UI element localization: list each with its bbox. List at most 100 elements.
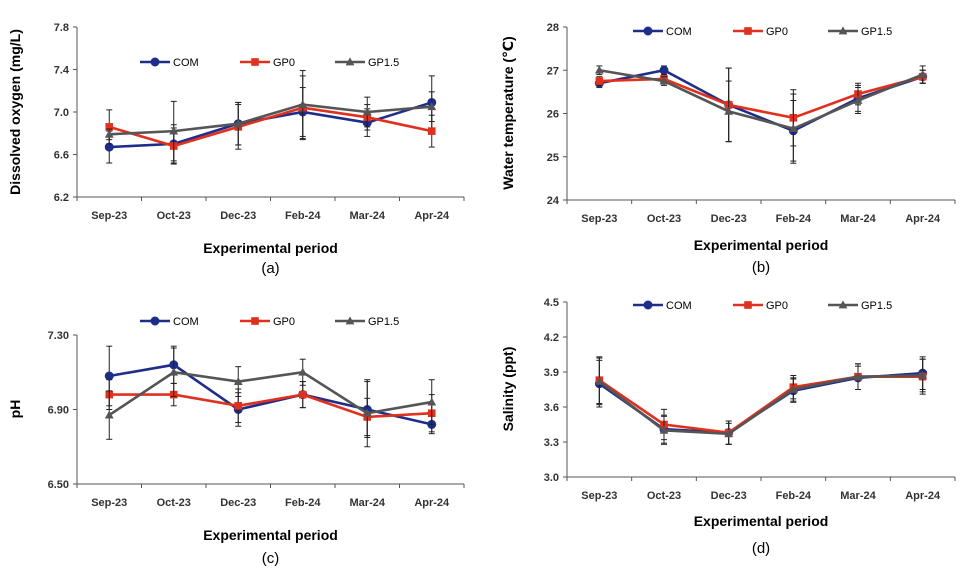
y-axis-label: Dissolved oxygen (mg/L) <box>7 29 23 195</box>
y-tick-label: 26 <box>547 109 559 121</box>
series-com <box>104 345 437 438</box>
legend-marker <box>150 316 160 326</box>
data-point <box>104 371 114 381</box>
legend-label: COM <box>173 316 199 328</box>
x-tick-label: Oct-23 <box>157 210 191 222</box>
data-point <box>362 408 372 417</box>
legend-marker <box>251 317 259 325</box>
legend-label: COM <box>666 300 692 312</box>
legend-marker <box>643 26 653 36</box>
y-tick-label: 25 <box>547 152 559 164</box>
x-tick-label: Apr-24 <box>905 490 941 502</box>
legend-label: GP0 <box>766 26 788 38</box>
data-point <box>104 129 114 138</box>
y-tick-label: 28 <box>547 22 559 34</box>
legend-label: GP1.5 <box>368 57 399 69</box>
legend-label: GP1.5 <box>368 316 399 328</box>
series-line <box>598 374 923 436</box>
series-com <box>594 356 928 445</box>
data-point <box>105 123 114 131</box>
series-gp15 <box>594 65 928 164</box>
series-line <box>109 393 432 419</box>
x-axis-label: Experimental period <box>694 237 829 253</box>
data-point <box>104 410 114 419</box>
y-tick-label: 4.2 <box>544 332 559 344</box>
y-tick-label: 6.6 <box>54 150 69 162</box>
series-gp0 <box>105 379 436 437</box>
data-point <box>594 376 604 385</box>
series-line <box>598 375 923 435</box>
series-gp15 <box>104 347 437 448</box>
x-axis-label: Experimental period <box>203 240 338 256</box>
panel-caption: (c) <box>262 550 280 567</box>
legend-marker <box>345 316 355 325</box>
x-axis-label: Experimental period <box>694 513 829 529</box>
series-line <box>599 68 924 133</box>
data-point <box>427 127 436 135</box>
legend-label: GP0 <box>273 316 295 328</box>
x-tick-label: Sep-23 <box>581 490 617 502</box>
data-point <box>362 107 372 116</box>
y-tick-label: 24 <box>547 195 560 207</box>
data-point <box>594 65 604 74</box>
legend: COM GP0 GP1.5 <box>140 57 399 69</box>
x-tick-label: Feb-24 <box>285 497 321 509</box>
y-tick-label: 27 <box>547 65 559 77</box>
legend-marker <box>643 300 653 310</box>
legend-marker <box>345 57 355 66</box>
series-line <box>599 75 924 120</box>
x-tick-label: Dec-23 <box>711 490 747 502</box>
x-tick-label: Oct-23 <box>157 497 191 509</box>
chart-panel: 3.0 3.3 3.6 3.9 4.2 4.5 Sep-23 Oct-23 Dec-23 Feb-… <box>500 297 956 557</box>
data-point <box>233 376 243 385</box>
panel-caption: (b) <box>752 259 770 276</box>
y-tick-label: 3.0 <box>544 472 559 484</box>
data-point <box>724 429 734 438</box>
data-point <box>427 397 437 406</box>
x-tick-label: Mar-24 <box>840 213 876 225</box>
data-point <box>659 425 669 434</box>
y-tick-label: 3.6 <box>544 402 559 414</box>
panel-caption: (d) <box>752 540 770 557</box>
y-axis-label: Salinity (ppt) <box>500 347 516 432</box>
y-tick-label: 6.50 <box>48 479 69 491</box>
legend-marker <box>744 27 752 35</box>
legend-label: COM <box>173 57 199 69</box>
legend: COM GP0 GP1.5 <box>140 316 399 328</box>
x-tick-label: Mar-24 <box>350 210 386 222</box>
data-point <box>169 126 179 135</box>
x-tick-label: Feb-24 <box>776 213 812 225</box>
chart-panel: 6.50 6.90 7.30 Sep-23 Oct-23 Dec-23 Feb-24 Mar-… <box>7 316 465 567</box>
data-point <box>298 367 308 376</box>
panel-caption: (a) <box>261 260 279 277</box>
data-point <box>233 119 243 128</box>
x-tick-label: Dec-23 <box>220 210 256 222</box>
data-point <box>724 106 734 115</box>
x-tick-label: Oct-23 <box>647 213 681 225</box>
x-tick-label: Mar-24 <box>350 497 386 509</box>
legend-marker <box>251 58 259 66</box>
legend-marker <box>744 301 752 309</box>
chart-panel: 6.2 6.6 7.0 7.4 7.8 Sep-23 Oct-23 Dec-23 Feb-24 M… <box>7 22 465 277</box>
data-point <box>427 102 437 111</box>
series-gp0 <box>595 67 927 147</box>
x-tick-label: Oct-23 <box>647 490 681 502</box>
y-tick-label: 7.8 <box>54 22 69 34</box>
y-tick-label: 7.30 <box>48 330 69 342</box>
legend-label: GP1.5 <box>861 300 892 312</box>
data-point <box>788 124 798 133</box>
x-tick-label: Sep-23 <box>581 213 617 225</box>
legend-marker <box>150 57 160 67</box>
data-point <box>659 76 669 85</box>
data-point <box>659 65 669 75</box>
y-tick-label: 6.2 <box>54 192 69 204</box>
data-point <box>298 99 308 108</box>
legend-label: GP0 <box>273 57 295 69</box>
chart-panel: 24 25 26 27 28 Sep-23 Oct-23 Dec-23 Feb-24 Mar-24… <box>500 22 956 276</box>
x-tick-label: Apr-24 <box>414 210 450 222</box>
x-tick-label: Sep-23 <box>91 497 127 509</box>
data-point <box>918 69 928 78</box>
series-line <box>599 68 924 131</box>
series-line <box>108 370 432 417</box>
x-tick-label: Dec-23 <box>220 497 256 509</box>
